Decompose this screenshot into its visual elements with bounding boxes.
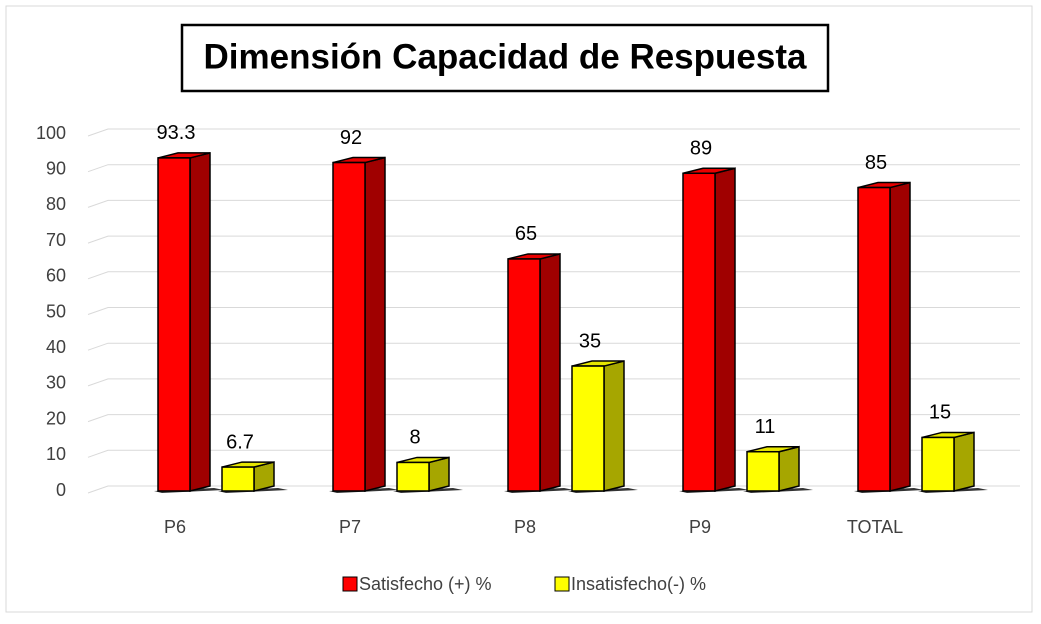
x-tick-label: TOTAL	[847, 517, 903, 537]
bar	[921, 436, 955, 492]
y-tick-label: 100	[36, 123, 66, 143]
y-tick-label: 60	[46, 266, 66, 286]
y-tick-label: 10	[46, 444, 66, 464]
bar	[682, 172, 716, 492]
bar	[332, 161, 366, 492]
bar-side	[953, 431, 975, 492]
bar	[571, 365, 605, 492]
value-label: 8	[409, 427, 420, 449]
bar	[396, 461, 430, 492]
y-tick-label: 40	[46, 337, 66, 357]
value-label: 89	[690, 138, 712, 160]
y-tick-label: 0	[56, 480, 66, 500]
value-label: 15	[929, 402, 951, 424]
bar-side	[189, 151, 211, 492]
value-label: 35	[579, 330, 601, 352]
value-label: 92	[340, 127, 362, 149]
x-tick-label: P8	[514, 517, 536, 537]
bar-side	[364, 156, 386, 492]
value-label: 65	[515, 223, 537, 245]
y-tick-label: 70	[46, 230, 66, 250]
x-tick-label: P7	[339, 517, 361, 537]
legend-label: Satisfecho (+) %	[359, 574, 492, 594]
y-tick-label: 50	[46, 301, 66, 321]
bar	[221, 466, 255, 492]
value-label: 85	[865, 152, 887, 174]
bar	[507, 258, 541, 492]
bar-side	[539, 252, 561, 492]
bar	[857, 186, 891, 492]
x-tick-label: P9	[689, 517, 711, 537]
bar	[746, 450, 780, 492]
bar-side	[889, 181, 911, 492]
y-tick-label: 80	[46, 194, 66, 214]
value-label: 11	[755, 416, 776, 438]
chart-title: Dimensión Capacidad de Respuesta	[204, 37, 807, 76]
bar-side	[603, 360, 625, 492]
legend-swatch	[554, 576, 570, 592]
value-label: 93.3	[157, 122, 196, 144]
y-tick-label: 20	[46, 408, 66, 428]
grid-line	[87, 164, 1020, 173]
bar	[157, 157, 191, 492]
bar-side	[714, 167, 736, 492]
bar-side	[428, 456, 450, 492]
grid-line	[87, 128, 1020, 137]
value-label: 6.7	[226, 431, 254, 453]
x-tick-label: P6	[164, 517, 186, 537]
legend-swatch	[342, 576, 358, 592]
y-tick-label: 30	[46, 373, 66, 393]
legend-label: Insatisfecho(-) %	[571, 574, 706, 594]
y-tick-label: 90	[46, 158, 66, 178]
title-box	[180, 23, 830, 93]
bar-side	[778, 445, 800, 492]
